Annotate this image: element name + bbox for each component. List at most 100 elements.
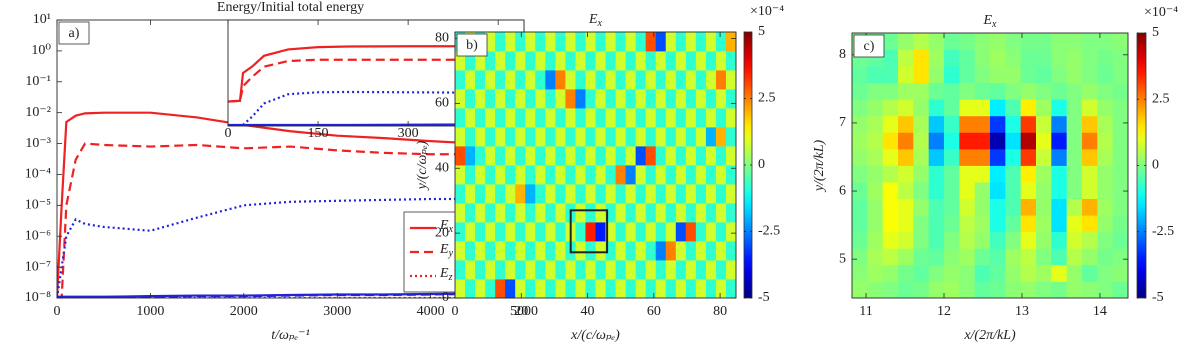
- heatmap-cell: [655, 241, 667, 261]
- heatmap-cell: [595, 70, 606, 90]
- heatmap-cell: [615, 51, 627, 71]
- heatmap-cell: [725, 70, 737, 90]
- heatmap-cell: [505, 222, 516, 242]
- heatmap-cell: [928, 82, 945, 100]
- heatmap-cell: [944, 264, 960, 282]
- heatmap-cell: [944, 148, 960, 166]
- heatmap-cell: [1036, 66, 1052, 84]
- heatmap-cell: [715, 165, 727, 185]
- heatmap-cell: [575, 165, 586, 185]
- heatmap-cell: [495, 184, 506, 204]
- heatmap-cell: [525, 184, 536, 204]
- heatmap-cell: [705, 108, 717, 128]
- heatmap-cell: [605, 203, 616, 223]
- heatmap-cell: [595, 203, 606, 223]
- heatmap-cell: [505, 51, 516, 71]
- heatmap-cell: [1005, 198, 1022, 216]
- heatmap-cell: [495, 108, 506, 128]
- heatmap-cell: [635, 89, 647, 109]
- heatmap-cell: [1097, 33, 1114, 50]
- heatmap-cell: [485, 146, 496, 166]
- heatmap-cell: [867, 198, 884, 216]
- panel-label: b): [466, 38, 478, 53]
- heatmap-cell: [959, 281, 976, 299]
- heatmap-cell: [495, 127, 506, 147]
- heatmap-cell: [1097, 165, 1114, 183]
- heatmap-cell: [485, 241, 496, 261]
- heatmap-cell: [645, 89, 657, 109]
- heatmap-cell: [867, 215, 884, 233]
- heatmap-cell: [655, 222, 667, 242]
- heatmap-cell: [867, 231, 884, 249]
- heatmap-cell: [974, 148, 991, 166]
- heatmap-cell: [1066, 49, 1083, 67]
- heatmap-cell: [1082, 132, 1098, 150]
- heatmap-cell: [525, 146, 536, 166]
- heatmap-cell: [725, 203, 737, 223]
- heatmap-cell: [485, 184, 496, 204]
- heatmap-cell: [852, 182, 868, 200]
- heatmap-cell: [959, 66, 976, 84]
- y-tick-label: 5: [839, 251, 846, 266]
- y-tick-label: 10⁻¹: [25, 74, 51, 89]
- y-tick-label: 7: [839, 115, 846, 130]
- heatmap-cell: [959, 33, 976, 50]
- heatmap-cell: [944, 215, 960, 233]
- heatmap-cell: [475, 127, 486, 147]
- heatmap-cell: [635, 146, 647, 166]
- heatmap-cell: [1112, 132, 1129, 150]
- heatmap-cell: [928, 248, 945, 266]
- heatmap-cell: [1082, 281, 1098, 299]
- heatmap-cell: [1066, 198, 1083, 216]
- heatmap-cell: [695, 89, 707, 109]
- heatmap-cell: [990, 49, 1006, 67]
- heatmap-cell: [705, 184, 717, 204]
- heatmap-cell: [575, 279, 586, 299]
- heatmap-cell: [625, 108, 637, 128]
- heatmap-cell: [898, 264, 914, 282]
- heatmap-cell: [525, 260, 536, 280]
- heatmap-cell: [625, 70, 637, 90]
- heatmap-cell: [715, 279, 727, 299]
- heatmap-cell: [1112, 82, 1129, 100]
- heatmap-cell: [1066, 248, 1083, 266]
- heatmap-cell: [1112, 215, 1129, 233]
- heatmap-cell: [525, 70, 536, 90]
- heatmap-cell: [515, 184, 526, 204]
- heatmap-cell: [475, 260, 486, 280]
- heatmap-cell: [1097, 115, 1114, 133]
- heatmap-cell: [1051, 264, 1068, 282]
- heatmap-cell: [475, 146, 486, 166]
- heatmap-cell: [913, 49, 930, 67]
- heatmap-cell: [852, 264, 868, 282]
- heatmap-cell: [595, 127, 606, 147]
- heatmap-cell: [585, 241, 596, 261]
- heatmap-cell: [465, 222, 476, 242]
- heatmap-cell: [665, 127, 677, 147]
- heatmap-cell: [555, 146, 566, 166]
- heatmap-cell: [595, 32, 606, 52]
- heatmap-cell: [1082, 165, 1098, 183]
- heatmap-cell: [695, 222, 707, 242]
- heatmap-cell: [715, 222, 727, 242]
- colorbar-tick-label: 5: [758, 24, 765, 39]
- heatmap-cell: [515, 108, 526, 128]
- heatmap-cell: [1020, 198, 1037, 216]
- heatmap-cell: [990, 132, 1006, 150]
- heatmap-cell: [635, 70, 647, 90]
- heatmap-cell: [585, 165, 596, 185]
- heatmap-cell: [695, 241, 707, 261]
- heatmap-cell: [485, 203, 496, 223]
- heatmap-cell: [928, 49, 945, 67]
- heatmap-cell: [455, 165, 466, 185]
- heatmap-cell: [974, 82, 991, 100]
- heatmap-cell: [535, 146, 546, 166]
- heatmap-cell: [485, 70, 496, 90]
- heatmap-cell: [974, 99, 991, 117]
- heatmap-cell: [1082, 82, 1098, 100]
- series-line: [228, 45, 524, 103]
- heatmap-cell: [1082, 215, 1098, 233]
- heatmap-cell: [944, 165, 960, 183]
- heatmap-cell: [475, 51, 486, 71]
- heatmap-cell: [867, 182, 884, 200]
